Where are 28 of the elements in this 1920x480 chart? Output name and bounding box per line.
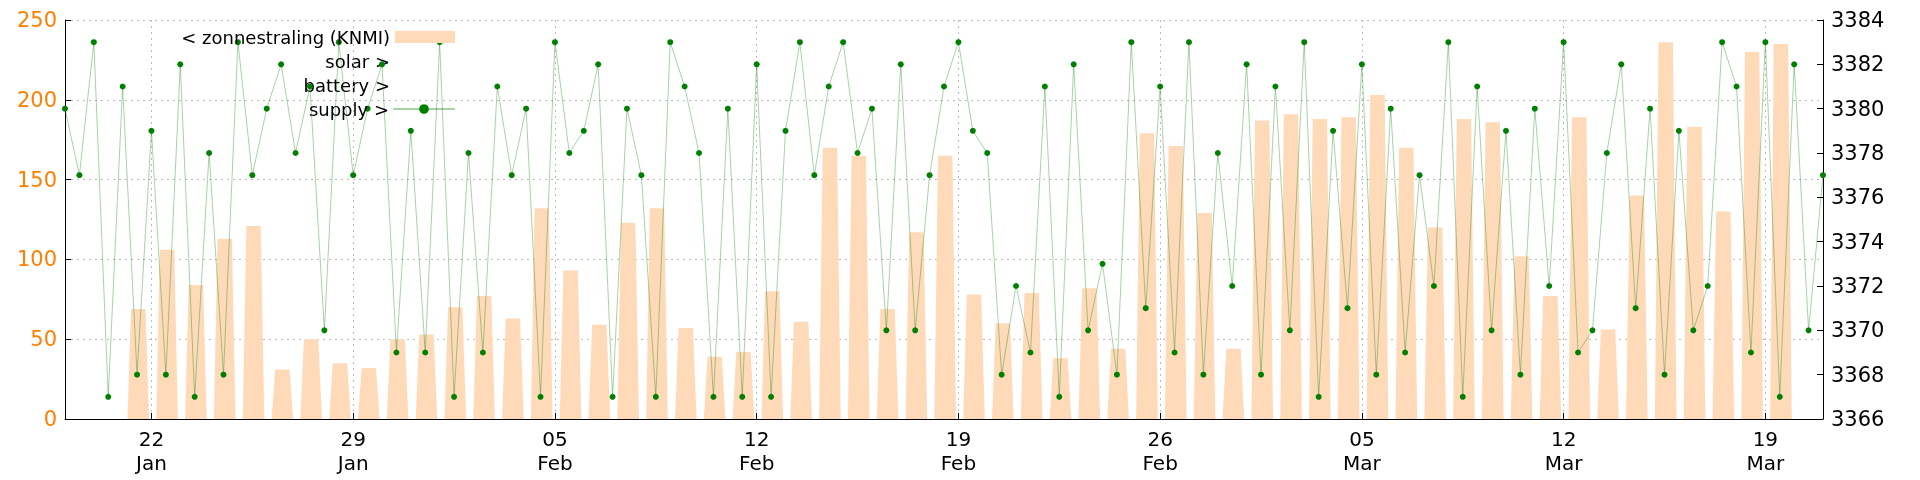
y2-tick-label: 3366 — [1831, 407, 1885, 431]
x-tick-label: 19 Mar — [1746, 427, 1786, 475]
y2-tick-label: 3384 — [1831, 8, 1885, 32]
legend-label: < zonnestraling (KNMI) — [181, 26, 390, 48]
y-tick-label: 50 — [30, 327, 57, 352]
y2-tick-label: 3374 — [1831, 229, 1885, 254]
x-tick-label: 29 Jan — [335, 427, 369, 475]
y-tick-label: 150 — [16, 167, 57, 192]
x-tick-label: 26 Feb — [1142, 427, 1178, 475]
y2-tick-label: 3382 — [1831, 52, 1885, 77]
x-tick-label: 22 Jan — [134, 427, 167, 475]
y2-tick-label: 3380 — [1831, 96, 1885, 121]
y-tick-label: 0 — [43, 407, 57, 431]
x-tick-label: 05 Mar — [1343, 427, 1382, 475]
y2-tick-label: 3370 — [1831, 318, 1885, 343]
x-tick-label: 19 Feb — [940, 427, 977, 475]
legend-label: supply > — [308, 98, 389, 120]
x-tick-label: 12 Mar — [1544, 427, 1584, 475]
y2-tick-label: 3378 — [1831, 141, 1885, 165]
y-tick-label: 250 — [16, 8, 57, 32]
y2-tick-label: 3368 — [1831, 362, 1885, 387]
y2-tick-label: 3376 — [1831, 185, 1885, 210]
x-tick-label: 05 Feb — [537, 427, 573, 475]
y2-tick-label: 3372 — [1831, 274, 1885, 298]
y-tick-label: 100 — [16, 247, 57, 272]
x-tick-label: 12 Feb — [738, 427, 775, 475]
y-tick-label: 200 — [16, 87, 57, 112]
annotation: battery > — [303, 74, 390, 96]
